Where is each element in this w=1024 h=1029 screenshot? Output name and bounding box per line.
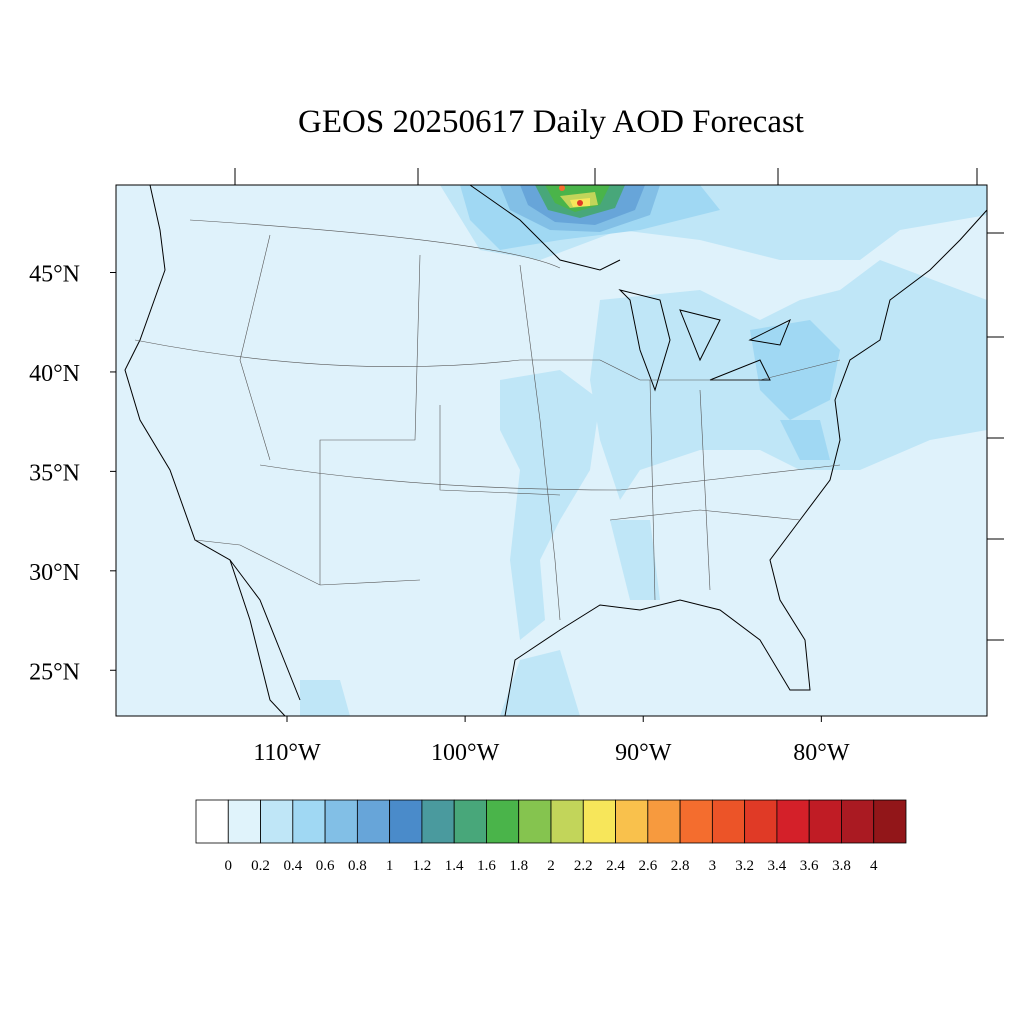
colorbar-box [518,799,552,844]
colorbar-label: 1 [386,858,394,874]
coastline [124,184,988,717]
frame-ticks [234,168,1004,641]
colorbar-box [808,799,842,844]
colorbar-label: 4 [870,858,878,874]
colorbar-label: 0.2 [251,858,270,874]
map-frame [115,184,988,717]
aod-plume [500,185,660,232]
colorbar-label: 0 [225,858,233,874]
colorbar-box [873,799,907,844]
colorbar-label: 0.4 [283,858,302,874]
colorbar-box [679,799,713,844]
colorbar-box [615,799,649,844]
y-tick-label: 35°N [29,460,80,486]
colorbar-box [324,799,358,844]
colorbar-label: 3.4 [768,858,787,874]
colorbar-box [582,799,616,844]
colorbar-box [647,799,681,844]
colorbar-label: 0.8 [348,858,367,874]
chart-title: GEOS 20250617 Daily AOD Forecast [298,104,804,140]
colorbar-box [776,799,810,844]
colorbar-label: 1.6 [477,858,496,874]
x-tick-label: 110°W [253,740,321,766]
colorbar-label: 2.4 [606,858,625,874]
colorbar: 0 0.2 0.4 0.6 0.8 1 1.2 1.4 1.6 1.8 2 2.2 2.4 2.6 2.8 3… [195,799,907,874]
colorbar-box [260,799,294,844]
colorbar-box [227,799,261,844]
colorbar-label: 0.6 [316,858,335,874]
colorbar-label: 1.2 [413,858,432,874]
y-tick-label: 25°N [29,659,80,685]
colorbar-label: 3.6 [800,858,819,874]
colorbar-box [389,799,423,844]
colorbar-label: 2 [547,858,555,874]
y-tick-label: 45°N [29,262,80,288]
colorbar-label: 3.2 [735,858,754,874]
x-tick-label: 100°W [431,740,500,766]
colorbar-label: 2.8 [671,858,690,874]
colorbar-label: 3.8 [832,858,851,874]
colorbar-label: 2.6 [638,858,657,874]
x-tick-label: 80°W [793,740,850,766]
colorbar-box [195,799,229,844]
colorbar-box [550,799,584,844]
colorbar-label: 1.4 [445,858,464,874]
y-tick-label: 40°N [29,361,80,387]
colorbar-label: 2.2 [574,858,593,874]
colorbar-box [292,799,326,844]
colorbar-label: 3 [709,858,717,874]
colorbar-box [841,799,875,844]
axes: 45°N 40°N 35°N 30°N 25°N 110°W 100°W 90°W 80°W [29,262,850,766]
y-tick-label: 30°N [29,560,80,586]
map [115,168,1004,717]
state-borders [134,219,841,621]
colorbar-box [421,799,455,844]
colorbar-box [744,799,778,844]
colorbar-box [453,799,487,844]
colorbar-box [711,799,746,844]
colorbar-label: 1.8 [509,858,528,874]
colorbar-box [356,799,391,844]
x-tick-label: 90°W [615,740,672,766]
colorbar-box [486,799,520,844]
